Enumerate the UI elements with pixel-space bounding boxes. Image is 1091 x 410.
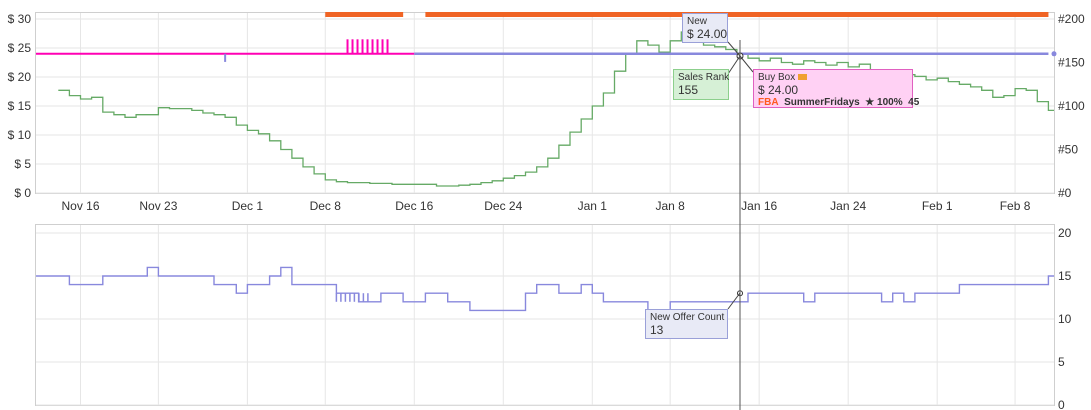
new-price-endpoint [1051, 51, 1057, 57]
tooltip-buy-box: Buy Box $ 24.00 FBA SummerFridays ★ 100%… [753, 69, 919, 109]
x-tick-label: Feb 8 [1000, 199, 1031, 213]
amazon-availability-bar [325, 12, 404, 17]
tooltip-sales-rank: Sales Rank 155 [673, 69, 729, 100]
tooltip-offer-value: 13 [650, 322, 664, 337]
x-tick-label: Dec 8 [310, 199, 342, 213]
tooltip-connector-offer [727, 292, 741, 310]
tooltip-connector-new [727, 41, 741, 57]
price-panel-axes: Nov 16 Nov 23 Dec 1 Dec 8 Dec 16 Dec 24 Jan 1 J… [8, 12, 1085, 213]
y-tick-label-offers: 20 [1058, 226, 1072, 240]
amazon-availability-bar [425, 12, 1049, 17]
tooltip-rank-label: Sales Rank [678, 72, 730, 83]
x-tick-label: Jan 8 [655, 199, 685, 213]
y-tick-label-offers: 15 [1058, 269, 1072, 283]
y-tick-label-price: $ 15 [8, 99, 32, 113]
y-tick-label-price: $ 0 [14, 186, 31, 200]
offer-panel-axes: 0 5 10 15 20 [1058, 226, 1072, 410]
tooltip-rank-value: 155 [678, 82, 699, 97]
fba-badge: FBA [758, 97, 779, 109]
x-tick-label: Dec 24 [484, 199, 522, 213]
sales-rank-line [58, 31, 1054, 187]
y-tick-label-offers: 10 [1058, 312, 1072, 326]
x-tick-label: Feb 1 [922, 199, 953, 213]
tooltip-buybox-value: $ 24.00 [758, 82, 799, 97]
seller-name: SummerFridays [784, 97, 860, 109]
seller-rating: ★ 100% [865, 97, 903, 109]
y-tick-label-price: $ 5 [14, 157, 31, 171]
tooltip-offer-label: New Offer Count [650, 312, 725, 323]
offer-panel-series [36, 266, 1054, 312]
y-tick-label-price: $ 20 [8, 70, 32, 84]
x-tick-label: Jan 16 [741, 199, 777, 213]
tooltip-buybox-label: Buy Box [758, 72, 796, 83]
offer-panel-frame [35, 224, 1055, 406]
y-tick-label-price: $ 10 [8, 128, 32, 142]
y-tick-label-price: $ 25 [8, 41, 32, 55]
y-tick-label-rank: #200 [1058, 12, 1085, 26]
x-tick-label: Nov 23 [139, 199, 177, 213]
offer-panel-grid [36, 225, 1054, 406]
tooltip-connector-buybox [739, 55, 754, 73]
x-tick-label: Jan 1 [578, 199, 608, 213]
shipping-truck-icon [798, 74, 808, 81]
x-tick-label: Nov 16 [61, 199, 99, 213]
tooltip-connector-rank [727, 55, 741, 75]
tooltip-new-price: New $ 24.00 [682, 13, 728, 43]
tooltip-new-label: New [687, 16, 708, 27]
y-tick-label-rank: #50 [1058, 143, 1078, 157]
offer-count-line [36, 266, 1054, 312]
tooltip-new-value: $ 24.00 [687, 26, 728, 41]
y-tick-label-rank: #0 [1058, 186, 1072, 200]
tooltip-offer-count: New Offer Count 13 [645, 309, 728, 339]
seller-rating-count: 45 [908, 97, 920, 109]
y-tick-label-rank: #100 [1058, 99, 1085, 113]
y-tick-label-price: $ 30 [8, 12, 32, 26]
y-tick-label-offers: 5 [1058, 355, 1065, 369]
y-tick-label-rank: #150 [1058, 56, 1085, 70]
x-tick-label: Dec 1 [232, 199, 264, 213]
x-tick-label: Jan 24 [830, 199, 866, 213]
x-tick-label: Dec 16 [395, 199, 433, 213]
y-tick-label-offers: 0 [1058, 398, 1065, 410]
